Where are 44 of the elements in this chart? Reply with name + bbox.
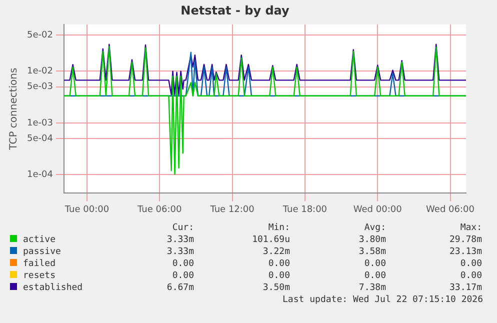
x-tick-label: Wed 06:00 <box>426 204 475 215</box>
text: 0.00 <box>171 258 194 270</box>
x-tick-label: Tue 18:00 <box>282 204 328 215</box>
x-tick-label: Tue 00:00 <box>64 204 110 215</box>
text: Max: <box>459 222 482 234</box>
legend-label: failed <box>22 258 57 270</box>
text: Min: <box>267 222 290 234</box>
chart-title: Netstat - by day <box>180 3 290 18</box>
text: 29.78m <box>448 234 482 246</box>
y-tick-label: 5e-04 <box>26 134 54 144</box>
text: 3.22m <box>262 246 290 258</box>
y-tick-label: 1e-03 <box>26 118 53 128</box>
legend-label: active <box>22 234 57 246</box>
x-tick-label: Tue 12:00 <box>209 204 255 215</box>
legend-label: resets <box>22 270 57 282</box>
text: Last update: Wed Jul 22 07:15:10 2026 <box>282 295 483 305</box>
legend-label: passive <box>22 246 62 258</box>
text: 3.33m <box>166 234 194 246</box>
text: 33.17m <box>448 282 482 294</box>
text: 6.67m <box>166 282 194 294</box>
text: 7.38m <box>358 282 386 294</box>
legend-label: established <box>22 282 84 294</box>
text: 0.00 <box>171 270 194 282</box>
text: 0.00 <box>363 258 386 270</box>
text: Avg: <box>363 222 386 234</box>
text: 0.00 <box>459 270 482 282</box>
text: 0.00 <box>459 258 482 270</box>
x-tick-label: Tue 06:00 <box>136 204 182 215</box>
text: 0.00 <box>363 270 386 282</box>
x-tick-label: Wed 00:00 <box>353 204 402 215</box>
text: 3.80m <box>358 234 386 246</box>
text: 3.33m <box>166 246 194 258</box>
text: 23.13m <box>448 246 482 258</box>
text: 101.69u <box>251 234 290 246</box>
text: Cur: <box>171 222 194 234</box>
y-axis-title: TCP connections <box>8 68 20 151</box>
y-tick-label: 1e-02 <box>26 66 53 77</box>
text: 3.58m <box>358 246 386 258</box>
text: 0.00 <box>267 270 290 282</box>
text: 3.50m <box>262 282 290 294</box>
text: 0.00 <box>267 258 290 270</box>
y-tick-label: 1e-04 <box>26 170 54 180</box>
y-tick-label: 5e-03 <box>26 82 53 92</box>
y-tick-label: 5e-02 <box>26 30 53 40</box>
